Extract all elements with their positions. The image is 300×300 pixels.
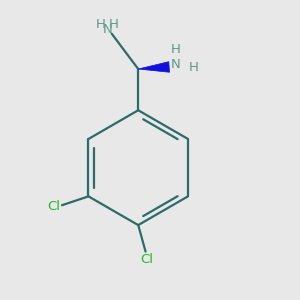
Text: H: H [189, 61, 199, 74]
Text: Cl: Cl [141, 253, 154, 266]
Text: H: H [96, 18, 106, 31]
Text: N: N [102, 23, 112, 36]
Text: H: H [171, 43, 181, 56]
Text: Cl: Cl [47, 200, 61, 213]
Polygon shape [138, 62, 170, 72]
Text: H: H [109, 18, 119, 31]
Text: N: N [171, 58, 181, 71]
